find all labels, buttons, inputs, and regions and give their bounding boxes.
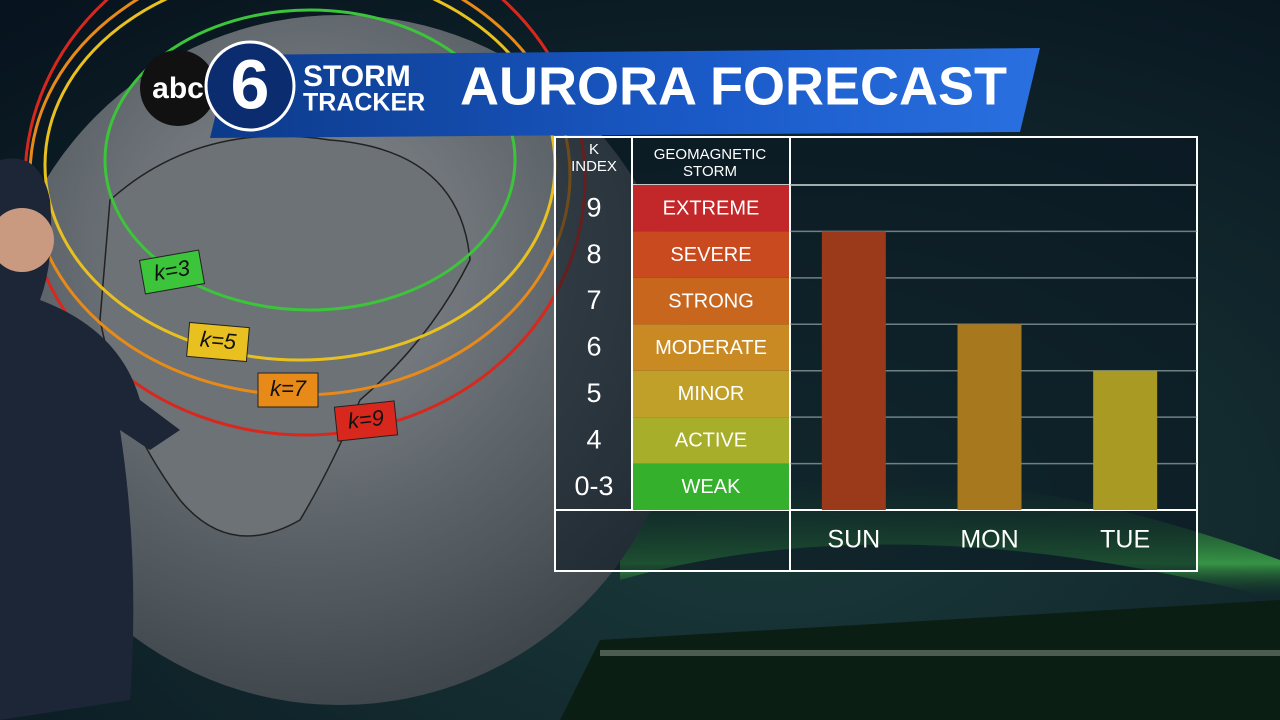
storm-level-cell (633, 370, 789, 418)
storm-level-cell (633, 231, 789, 278)
y-tick-label: 9 (586, 192, 601, 222)
storm-level-label: ACTIVE (675, 430, 747, 452)
y-tick-label: 0-3 (574, 471, 613, 501)
y-tick-label: 5 (586, 378, 601, 408)
storm-level-label: SEVERE (670, 244, 751, 266)
storm-level-label: STRONG (668, 290, 754, 312)
storm-level-cell (633, 277, 789, 325)
logo-badge (140, 50, 216, 126)
map-label: k=9 (347, 405, 386, 434)
brand-line: TRACKER (303, 89, 425, 117)
y-tick-label: 4 (586, 424, 601, 454)
y-tick-label: 7 (586, 285, 601, 315)
y-tick-label: 8 (586, 239, 601, 269)
logo-network: abc (152, 72, 204, 105)
storm-level-label: MINOR (678, 383, 745, 405)
logo-channel: 6 (231, 45, 270, 123)
presenter (0, 158, 180, 720)
storm-level-label: EXTREME (663, 197, 760, 219)
x-tick-label: MON (960, 526, 1018, 554)
presenter-head (0, 208, 54, 272)
town-lights (600, 650, 1280, 656)
y-tick-label: 6 (586, 332, 601, 362)
ring (103, 8, 517, 312)
map-label: k=7 (270, 376, 307, 401)
map-label-box (333, 400, 399, 442)
chart-title: AURORA FORECAST (460, 56, 1007, 116)
bar (957, 324, 1022, 510)
map-label-box (138, 249, 206, 295)
banner (210, 48, 1040, 138)
logo-six-badge (204, 40, 296, 132)
x-tick-label: TUE (1100, 526, 1150, 554)
k-header: K INDEX (571, 141, 617, 175)
bar (1093, 370, 1158, 510)
storm-level-cell (633, 324, 789, 371)
ground (560, 600, 1280, 720)
brand-line: STORM (303, 60, 411, 93)
x-tick-label: SUN (827, 526, 880, 554)
storm-level-cell (633, 185, 789, 232)
bar (821, 231, 886, 510)
storm-level-cell (633, 417, 789, 464)
map-label-box (186, 321, 250, 363)
storm-level-cell (633, 463, 789, 510)
map-label: k=5 (199, 326, 238, 354)
storm-level-label: WEAK (682, 476, 742, 498)
storm-level-label: MODERATE (655, 337, 767, 359)
storm-header: GEOMAGNETIC STORM (654, 146, 767, 180)
continent (99, 135, 471, 537)
map-label-box (257, 372, 319, 408)
